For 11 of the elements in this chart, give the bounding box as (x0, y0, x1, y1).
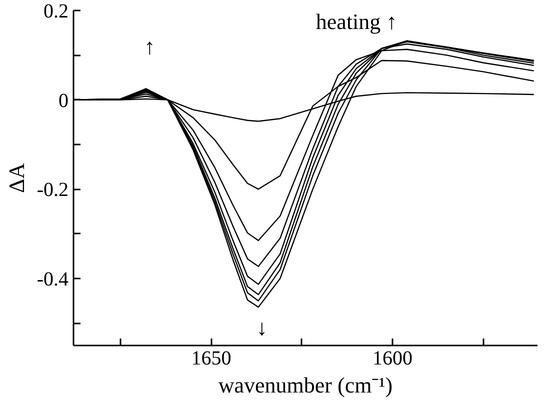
y-tick-label: 0 (58, 90, 68, 112)
y-tick-label: -0.4 (36, 268, 69, 290)
y-tick-label: -0.2 (36, 179, 69, 202)
y-axis-title: ΔA (4, 162, 29, 194)
x-tick-label: 1600 (372, 348, 412, 370)
annotation: ↓ (256, 315, 268, 340)
annotation: ↑ (144, 34, 156, 59)
y-tick-label: 0.2 (44, 0, 68, 22)
annotation: heating ↑ (316, 9, 398, 34)
x-axis-title: wavenumber (cm⁻¹) (218, 372, 393, 398)
x-tick-label: 1650 (191, 348, 232, 370)
